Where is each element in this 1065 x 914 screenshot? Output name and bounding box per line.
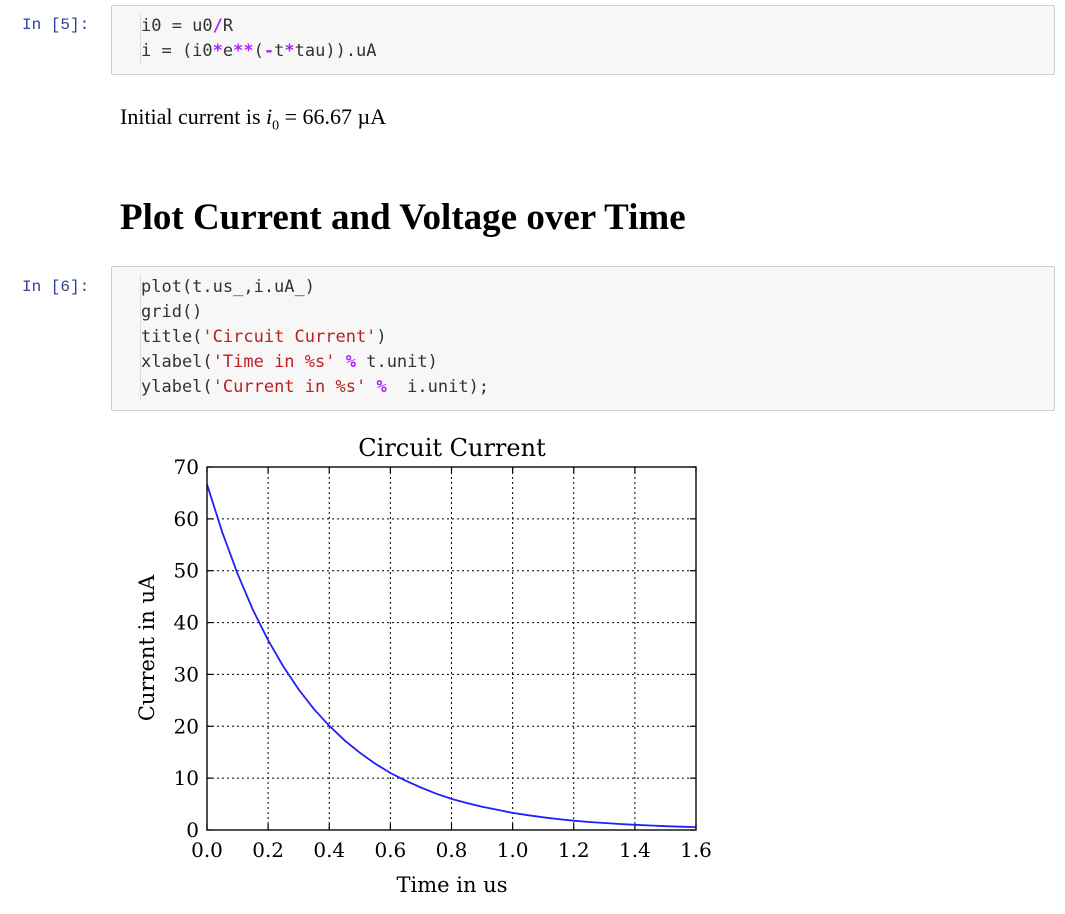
code-line: xlabel('Time in %s' % t.unit) — [141, 350, 489, 375]
code-token: e — [222, 41, 234, 61]
code-token: * — [284, 41, 295, 61]
code-line: plot(t.us_,i.uA_) — [141, 275, 489, 300]
code-token: plot(t.us_,i.uA_) — [141, 277, 315, 297]
code-token: t.unit) — [355, 352, 438, 372]
code-cell-input[interactable]: i0 = u0/R i = (i0*e**(-t*tau)).uA — [111, 5, 1055, 75]
axis-ticks — [206, 466, 697, 831]
code-token: tau)).uA — [294, 41, 377, 61]
code-token: ylabel( — [141, 377, 213, 397]
code-token: ** — [233, 41, 254, 61]
code-token: * — [212, 41, 223, 61]
code-token: 'Current in %s' — [212, 377, 367, 397]
plot-frame — [206, 466, 697, 831]
code-token — [335, 352, 345, 372]
y-tick-label: 20 — [174, 714, 199, 738]
output-variable: i — [266, 104, 273, 129]
code-token: t — [274, 41, 285, 61]
code-editor[interactable]: plot(t.us_,i.uA_) grid() title('Circuit Cu… — [140, 275, 489, 400]
series-line — [206, 484, 697, 828]
x-tick-label: 0.6 — [374, 838, 406, 862]
code-token: grid() — [141, 302, 203, 322]
code-cell-input[interactable]: plot(t.us_,i.uA_) grid() title('Circuit Cu… — [111, 266, 1055, 411]
code-line: title('Circuit Current') — [141, 325, 489, 350]
code-token: - — [263, 41, 275, 61]
chart-title: Circuit Current — [358, 434, 546, 462]
y-tick-label: 30 — [174, 662, 199, 686]
code-token: 'Circuit Current' — [202, 327, 377, 347]
x-tick-label: 1.6 — [680, 838, 712, 862]
x-tick-label: 1.2 — [558, 838, 590, 862]
plot-area — [206, 466, 697, 831]
output-prefix: Initial current is — [120, 104, 267, 129]
code-token: title( — [141, 327, 203, 347]
code-token: ( — [253, 41, 264, 61]
grid — [207, 467, 696, 830]
code-token: / — [212, 16, 223, 36]
x-tick-label: 1.0 — [497, 838, 529, 862]
y-tick-label: 50 — [174, 559, 199, 583]
output-subscript: 0 — [272, 118, 280, 134]
code-token — [366, 377, 376, 397]
cell-prompt: In [6]: — [22, 278, 90, 296]
tick-labels: 0.0 0.2 0.4 0.6 0.8 1.0 1.2 1.4 1.6 0 10 20 30 40 50 60… — [174, 455, 712, 862]
code-line: grid() — [141, 300, 489, 325]
y-tick-label: 40 — [174, 611, 199, 635]
code-token: i = (i0 — [141, 41, 213, 61]
x-axis-label: Time in us — [397, 873, 508, 897]
y-tick-label: 70 — [174, 455, 199, 479]
y-tick-label: 10 — [174, 766, 199, 790]
markdown-heading: Plot Current and Voltage over Time — [120, 197, 686, 238]
code-token: 'Time in %s' — [212, 352, 336, 372]
code-token: i.unit); — [386, 377, 490, 397]
output-suffix: = 66.67 µA — [279, 104, 387, 129]
code-token: ) — [376, 327, 387, 347]
code-token: % — [345, 352, 356, 372]
code-token: xlabel( — [141, 352, 213, 372]
x-tick-label: 1.4 — [619, 838, 651, 862]
code-line: i0 = u0/R — [141, 14, 377, 39]
code-token: i0 = u0 — [141, 16, 213, 36]
cell-prompt: In [5]: — [22, 16, 90, 34]
x-tick-label: 0.8 — [436, 838, 468, 862]
code-token: % — [376, 377, 387, 397]
y-axis-label: Current in uA — [135, 574, 159, 721]
y-tick-label: 0 — [186, 818, 199, 842]
code-line: ylabel('Current in %s' % i.unit); — [141, 375, 489, 400]
x-tick-label: 0.4 — [313, 838, 345, 862]
code-line: i = (i0*e**(-t*tau)).uA — [141, 39, 377, 64]
x-tick-label: 0.2 — [252, 838, 284, 862]
code-editor[interactable]: i0 = u0/R i = (i0*e**(-t*tau)).uA — [140, 14, 377, 64]
x-tick-label: 0.0 — [191, 838, 223, 862]
output-text: Initial current is i0 = 66.67 µA — [120, 104, 386, 134]
y-tick-label: 60 — [174, 507, 199, 531]
code-token: R — [222, 16, 234, 36]
